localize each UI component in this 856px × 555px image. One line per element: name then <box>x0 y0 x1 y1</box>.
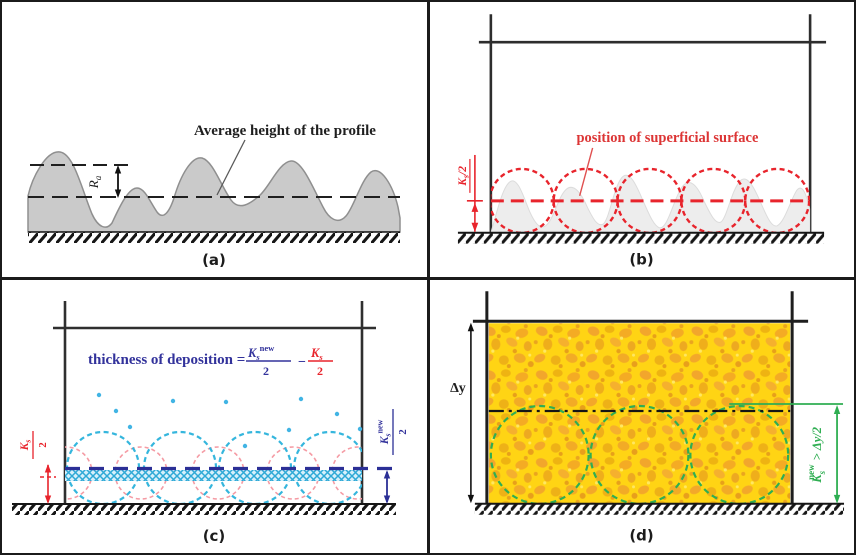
formula-ksnew-denominator: 2 <box>263 364 269 378</box>
ksnew-symbol: K <box>247 346 258 360</box>
formula-ks-numerator: Ks <box>310 346 323 362</box>
ksnew-superscript: new <box>806 464 816 480</box>
ksnew-subscript: s <box>384 433 393 437</box>
suspended-sediment-dots <box>96 392 363 449</box>
ra-dimension-arrow <box>114 165 122 198</box>
formula-ksnew-numerator: Ksnew <box>247 343 275 362</box>
panel-b-diagram: Ks/2 position of superficial surface (b) <box>457 14 827 269</box>
formula-lhs: thickness of deposition = <box>88 352 245 368</box>
bed-profile-gray <box>490 174 811 233</box>
ks-half-fraction-label: Ks 2 <box>19 431 49 459</box>
ground-hatch <box>457 231 825 244</box>
ksnew-superscript: new <box>260 343 276 353</box>
ra-subscript: a <box>93 175 103 180</box>
ksnew-symbol: K <box>379 435 391 445</box>
annotation-pointer-line <box>578 147 594 197</box>
ksnew-inequality-label: Ksnew > Δy/2 <box>806 427 827 484</box>
caption-a: (a) <box>202 251 226 269</box>
ra-symbol: R <box>86 180 101 189</box>
panel-c-diagram: thickness of deposition = Ksnew 2 − Ks 2 <box>12 301 409 545</box>
superficial-surface-annotation: position of superficial surface <box>577 130 759 146</box>
ks-symbol: K <box>310 346 321 360</box>
ks-half-dimension-left <box>40 464 56 504</box>
deposition-formula: thickness of deposition = Ksnew 2 − Ks 2 <box>88 343 333 378</box>
average-height-annotation: Average height of the profile <box>194 123 376 139</box>
porous-medium-fill <box>488 323 791 504</box>
ks-symbol: K <box>457 177 469 187</box>
svg-text:Ksnew > Δy/2: Ksnew > Δy/2 <box>806 427 827 484</box>
panel-a: Ra Average height of the profile (a) <box>2 2 427 277</box>
ksnew-dimension-green <box>833 405 841 504</box>
ksnew-inequality-rest: > Δy/2 <box>810 427 824 463</box>
ksnew-symbol: K <box>810 473 824 484</box>
ks-subscript: s <box>318 352 323 362</box>
delta-y-dimension <box>467 322 475 504</box>
ks-suffix: /2 <box>457 166 469 176</box>
ksnew-superscript: new <box>376 419 385 433</box>
ground-hatch <box>474 502 845 515</box>
delta-y-label: Δy <box>450 381 466 396</box>
svg-text:Ksnew: Ksnew <box>376 419 393 445</box>
ground-hatch <box>28 231 400 243</box>
ks-denominator: 2 <box>37 442 49 448</box>
ground-hatch <box>12 503 396 515</box>
svg-text:Ks: Ks <box>19 440 33 452</box>
formula-minus: − <box>298 355 306 370</box>
caption-b: (b) <box>629 251 653 269</box>
deposit-band <box>65 470 362 481</box>
ksnew-subscript: s <box>817 470 827 475</box>
ks-subscript: s <box>24 440 33 444</box>
panel-a-diagram: Ra Average height of the profile (a) <box>27 123 401 269</box>
ksnew-subscript: s <box>255 352 260 362</box>
formula-ks-denominator: 2 <box>317 364 323 378</box>
ksnew-denominator: 2 <box>397 429 409 435</box>
svg-text:Ks/2: Ks/2 <box>457 166 470 187</box>
ks-half-dimension <box>466 154 483 232</box>
annotation-pointer-line <box>216 139 246 196</box>
panel-d-diagram: Δy Ksnew > Δy/2 (d) <box>450 291 845 545</box>
panel-c: thickness of deposition = Ksnew 2 − Ks 2 <box>2 280 427 553</box>
tank-frame <box>472 291 809 504</box>
ksnew-half-fraction-label: Ksnew 2 <box>376 409 409 455</box>
ks-half-label: Ks/2 <box>457 158 471 193</box>
svg-text:Ra: Ra <box>86 175 103 189</box>
ra-label: Ra <box>86 175 103 189</box>
ks-symbol: K <box>19 441 31 451</box>
roughness-profile <box>27 151 401 233</box>
caption-c: (c) <box>203 527 226 545</box>
panel-b: Ks/2 position of superficial surface (b) <box>430 2 854 277</box>
equivalent-roughness-circles <box>489 404 790 504</box>
ksnew-half-dimension-right <box>383 470 391 504</box>
caption-d: (d) <box>629 527 653 545</box>
panel-d: Δy Ksnew > Δy/2 (d) <box>430 280 854 553</box>
ks-subscript: s <box>461 175 470 179</box>
